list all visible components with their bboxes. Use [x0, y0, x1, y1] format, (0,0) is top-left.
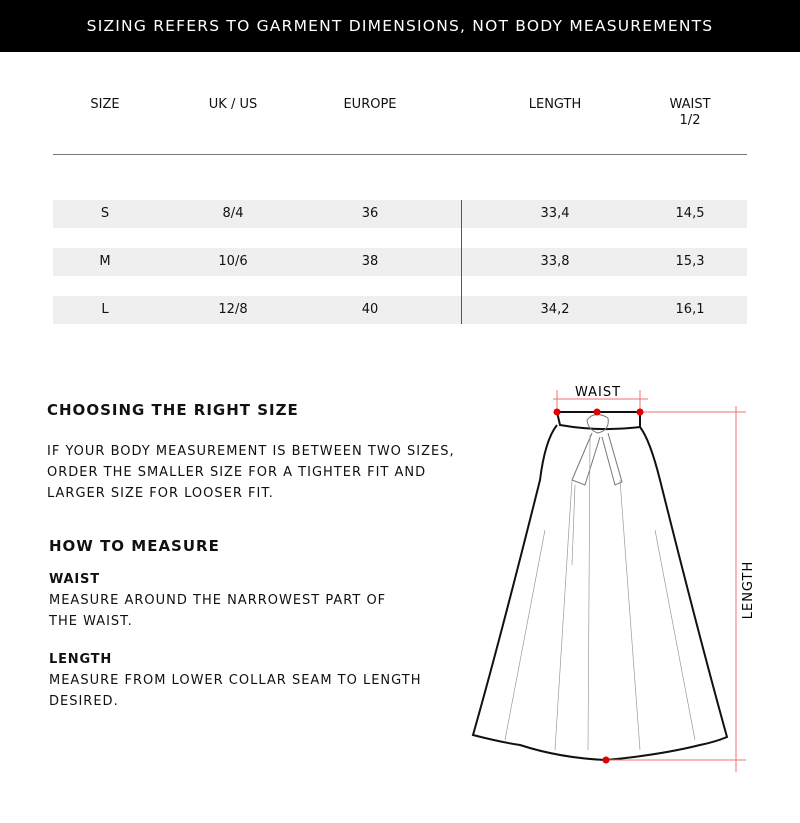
measure-lines [553, 390, 746, 772]
banner: SIZING REFERS TO GARMENT DIMENSIONS, NOT… [0, 0, 800, 52]
measure-title: HOW TO MEASURE [49, 537, 220, 555]
length-title: LENGTH [49, 652, 113, 667]
text-line: MEASURE AROUND THE NARROWEST PART OF [49, 593, 387, 608]
header-divider [53, 154, 747, 155]
waist-center-point [593, 408, 601, 416]
cell: M [99, 254, 111, 269]
header-waist-half: 1/2 [679, 113, 701, 128]
header-waist-label: WAIST [669, 97, 711, 112]
header-europe: EUROPE [343, 97, 397, 112]
cell: 15,3 [675, 254, 705, 269]
text-line: ORDER THE SMALLER SIZE FOR A TIGHTER FIT… [47, 465, 427, 480]
cell: L [101, 302, 109, 317]
cell: 12/8 [218, 302, 248, 317]
length-text: MEASURE FROM LOWER COLLAR SEAM TO LENGTH… [49, 670, 421, 712]
cell: 34,2 [540, 302, 570, 317]
cell: 33,8 [540, 254, 570, 269]
text-line: LARGER SIZE FOR LOOSER FIT. [47, 486, 274, 501]
choosing-title: CHOOSING THE RIGHT SIZE [47, 401, 299, 419]
hem-point [602, 756, 610, 764]
waist-left-point [553, 408, 561, 416]
cell: 40 [361, 302, 379, 317]
length-label: LENGTH [741, 561, 756, 620]
text-line: MEASURE FROM LOWER COLLAR SEAM TO LENGTH [49, 673, 422, 688]
waist-right-point [636, 408, 644, 416]
choosing-text: IF YOUR BODY MEASUREMENT IS BETWEEN TWO … [47, 441, 455, 504]
cell: 16,1 [675, 302, 705, 317]
column-divider [461, 200, 462, 324]
text-line: IF YOUR BODY MEASUREMENT IS BETWEEN TWO … [47, 444, 455, 459]
table-row: S 8/4 36 33,4 14,5 [53, 200, 747, 228]
cell: S [100, 206, 110, 221]
header-waist: WAIST 1/2 [669, 97, 710, 129]
cell: 33,4 [540, 206, 570, 221]
waist-text: MEASURE AROUND THE NARROWEST PART OF THE… [49, 590, 386, 632]
text-line: DESIRED. [49, 694, 119, 709]
cell: 14,5 [675, 206, 705, 221]
waist-label: WAIST [575, 385, 621, 400]
cell: 8/4 [222, 206, 244, 221]
cell: 36 [361, 206, 379, 221]
table-row: L 12/8 40 34,2 16,1 [53, 296, 747, 324]
measure-points [553, 408, 644, 764]
header-length: LENGTH [528, 97, 582, 112]
waist-title: WAIST [49, 572, 100, 587]
header-size: SIZE [90, 97, 120, 112]
skirt-illustration [471, 411, 729, 762]
cell: 38 [361, 254, 379, 269]
text-line: THE WAIST. [49, 614, 133, 629]
cell: 10/6 [218, 254, 248, 269]
table-row: M 10/6 38 33,8 15,3 [53, 248, 747, 276]
header-uk-us: UK / US [208, 97, 258, 112]
